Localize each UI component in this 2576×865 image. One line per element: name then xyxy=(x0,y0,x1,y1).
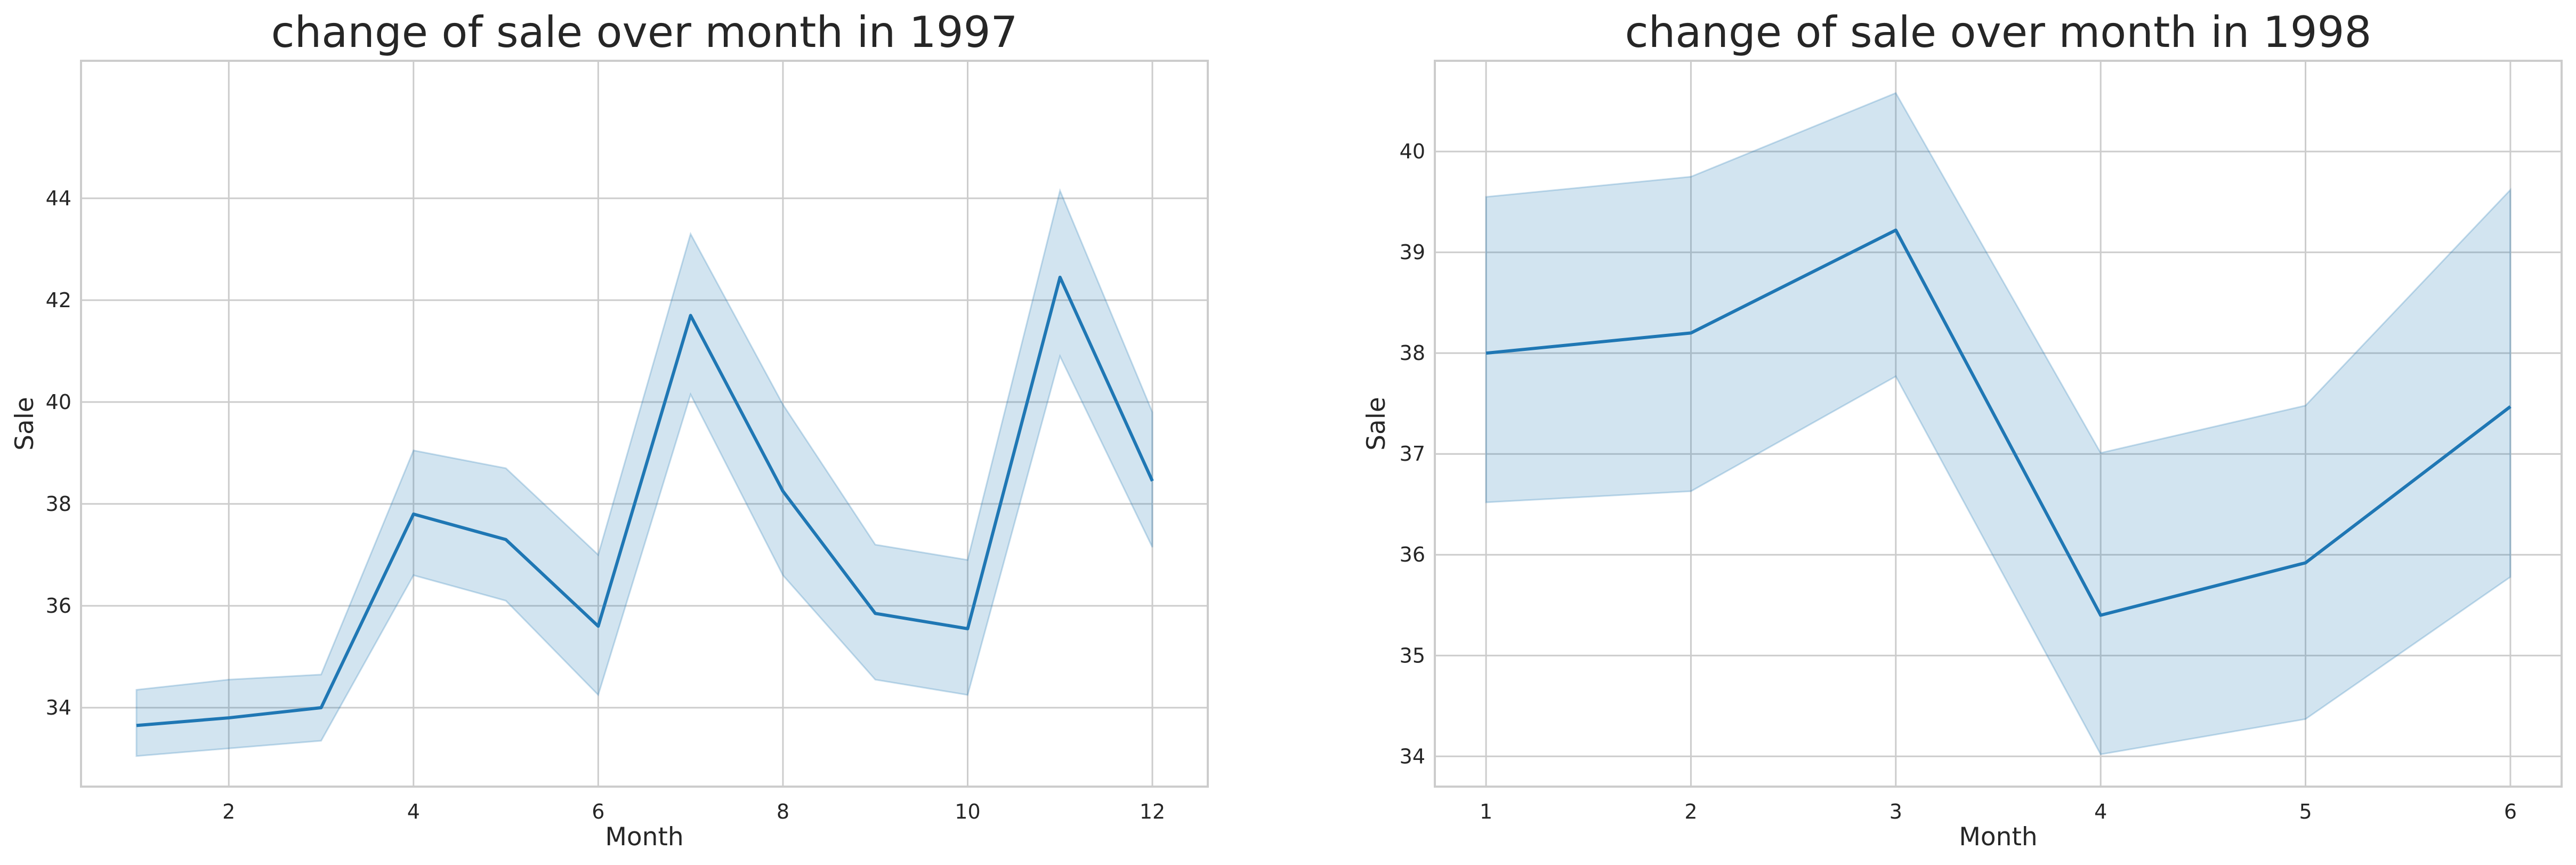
x-tick-label: 1 xyxy=(1480,800,1492,823)
y-tick-label: 36 xyxy=(46,594,71,618)
x-tick-label: 4 xyxy=(2094,800,2107,823)
x-tick-label: 2 xyxy=(222,800,235,823)
y-tick-label: 35 xyxy=(1400,644,1425,667)
x-tick-label: 6 xyxy=(2504,800,2517,823)
y-tick-label: 42 xyxy=(46,289,71,312)
x-tick-label: 6 xyxy=(592,800,604,823)
y-axis-label: Sale xyxy=(1362,397,1391,451)
x-tick-label: 10 xyxy=(955,800,980,823)
y-tick-label: 38 xyxy=(1400,341,1425,365)
y-tick-label: 34 xyxy=(46,696,71,719)
y-tick-label: 37 xyxy=(1400,442,1425,466)
x-tick-label: 8 xyxy=(777,800,789,823)
y-tick-label: 40 xyxy=(1400,140,1425,163)
y-tick-label: 38 xyxy=(46,492,71,516)
x-tick-label: 12 xyxy=(1140,800,1165,823)
axes-frame xyxy=(1434,60,2563,788)
y-tick-label: 39 xyxy=(1400,241,1425,264)
x-tick-label: 5 xyxy=(2299,800,2312,823)
x-axis-label: Month xyxy=(1959,822,2037,852)
x-tick-label: 2 xyxy=(1684,800,1697,823)
x-tick-label: 3 xyxy=(1889,800,1902,823)
x-axis-label: Month xyxy=(605,822,683,852)
x-tick-label: 4 xyxy=(407,800,420,823)
y-tick-label: 34 xyxy=(1400,744,1425,768)
chart-title: change of sale over month in 1997 xyxy=(271,7,1018,57)
y-tick-label: 40 xyxy=(46,390,71,414)
axes-frame xyxy=(80,60,1209,788)
series-line xyxy=(1485,228,2512,617)
y-tick-label: 36 xyxy=(1400,543,1425,566)
chart-title: change of sale over month in 1998 xyxy=(1625,7,2372,57)
series-line xyxy=(136,275,1154,727)
y-axis-label: Sale xyxy=(10,397,39,451)
y-tick-label: 44 xyxy=(46,187,71,210)
